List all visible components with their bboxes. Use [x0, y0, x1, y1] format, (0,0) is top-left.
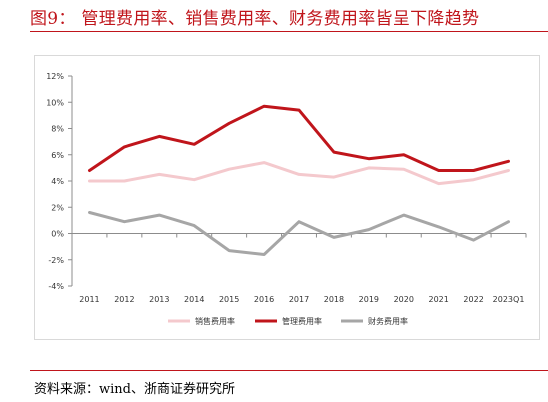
- y-tick-label: 6%: [51, 151, 64, 160]
- series-line: [88, 104, 510, 172]
- x-tick-label: 2022: [463, 295, 483, 304]
- x-tick-label: 2017: [289, 295, 309, 304]
- title-divider: [30, 31, 548, 32]
- x-tick-label: 2018: [324, 295, 344, 304]
- legend-label: 销售费用率: [195, 316, 235, 326]
- y-tick-label: 0%: [51, 230, 64, 239]
- x-tick-label: 2016: [254, 295, 274, 304]
- x-tick-label: 2023Q1: [493, 295, 525, 304]
- x-tick-label: 2015: [219, 295, 239, 304]
- legend-label: 管理费用率: [282, 316, 322, 326]
- y-tick-label: 2%: [51, 203, 64, 212]
- source-note: 资料来源：wind、浙商证券研究所: [34, 382, 235, 397]
- series-line: [88, 161, 510, 186]
- figure-title-bar: 图9： 管理费用率、销售费用率、财务费用率皆呈下降趋势: [0, 0, 548, 34]
- x-tick-label: 2012: [114, 295, 134, 304]
- figure-title: 图9： 管理费用率、销售费用率、财务费用率皆呈下降趋势: [30, 9, 480, 29]
- chart-legend: 销售费用率 管理费用率 财务费用率: [168, 316, 408, 326]
- x-tick-label: 2014: [184, 295, 204, 304]
- x-tick-label: 2011: [79, 295, 99, 304]
- series-line: [88, 211, 510, 256]
- y-tick-label: 10%: [46, 98, 64, 107]
- y-tick-label: 12%: [46, 72, 64, 81]
- series-lines: [88, 104, 510, 256]
- y-tick-label: 8%: [51, 125, 64, 134]
- x-tick-label: 2013: [149, 295, 169, 304]
- x-tick-label: 2021: [429, 295, 449, 304]
- x-tick-label: 2020: [394, 295, 414, 304]
- x-tick-label: 2019: [359, 295, 379, 304]
- legend-label: 财务费用率: [368, 316, 408, 326]
- y-tick-label: -4%: [48, 282, 64, 291]
- y-tick-label: 4%: [51, 177, 64, 186]
- x-axis-ticks: 2011 2012 2013 2014 2015 2016 2017 2018 2019 2020…: [71, 233, 527, 304]
- y-axis-ticks: -4% -2% 0% 2% 4% 6% 8% 10% 12%: [46, 72, 72, 291]
- chart-frame: [34, 55, 540, 340]
- source-divider: [30, 370, 548, 371]
- y-tick-label: -2%: [48, 256, 64, 265]
